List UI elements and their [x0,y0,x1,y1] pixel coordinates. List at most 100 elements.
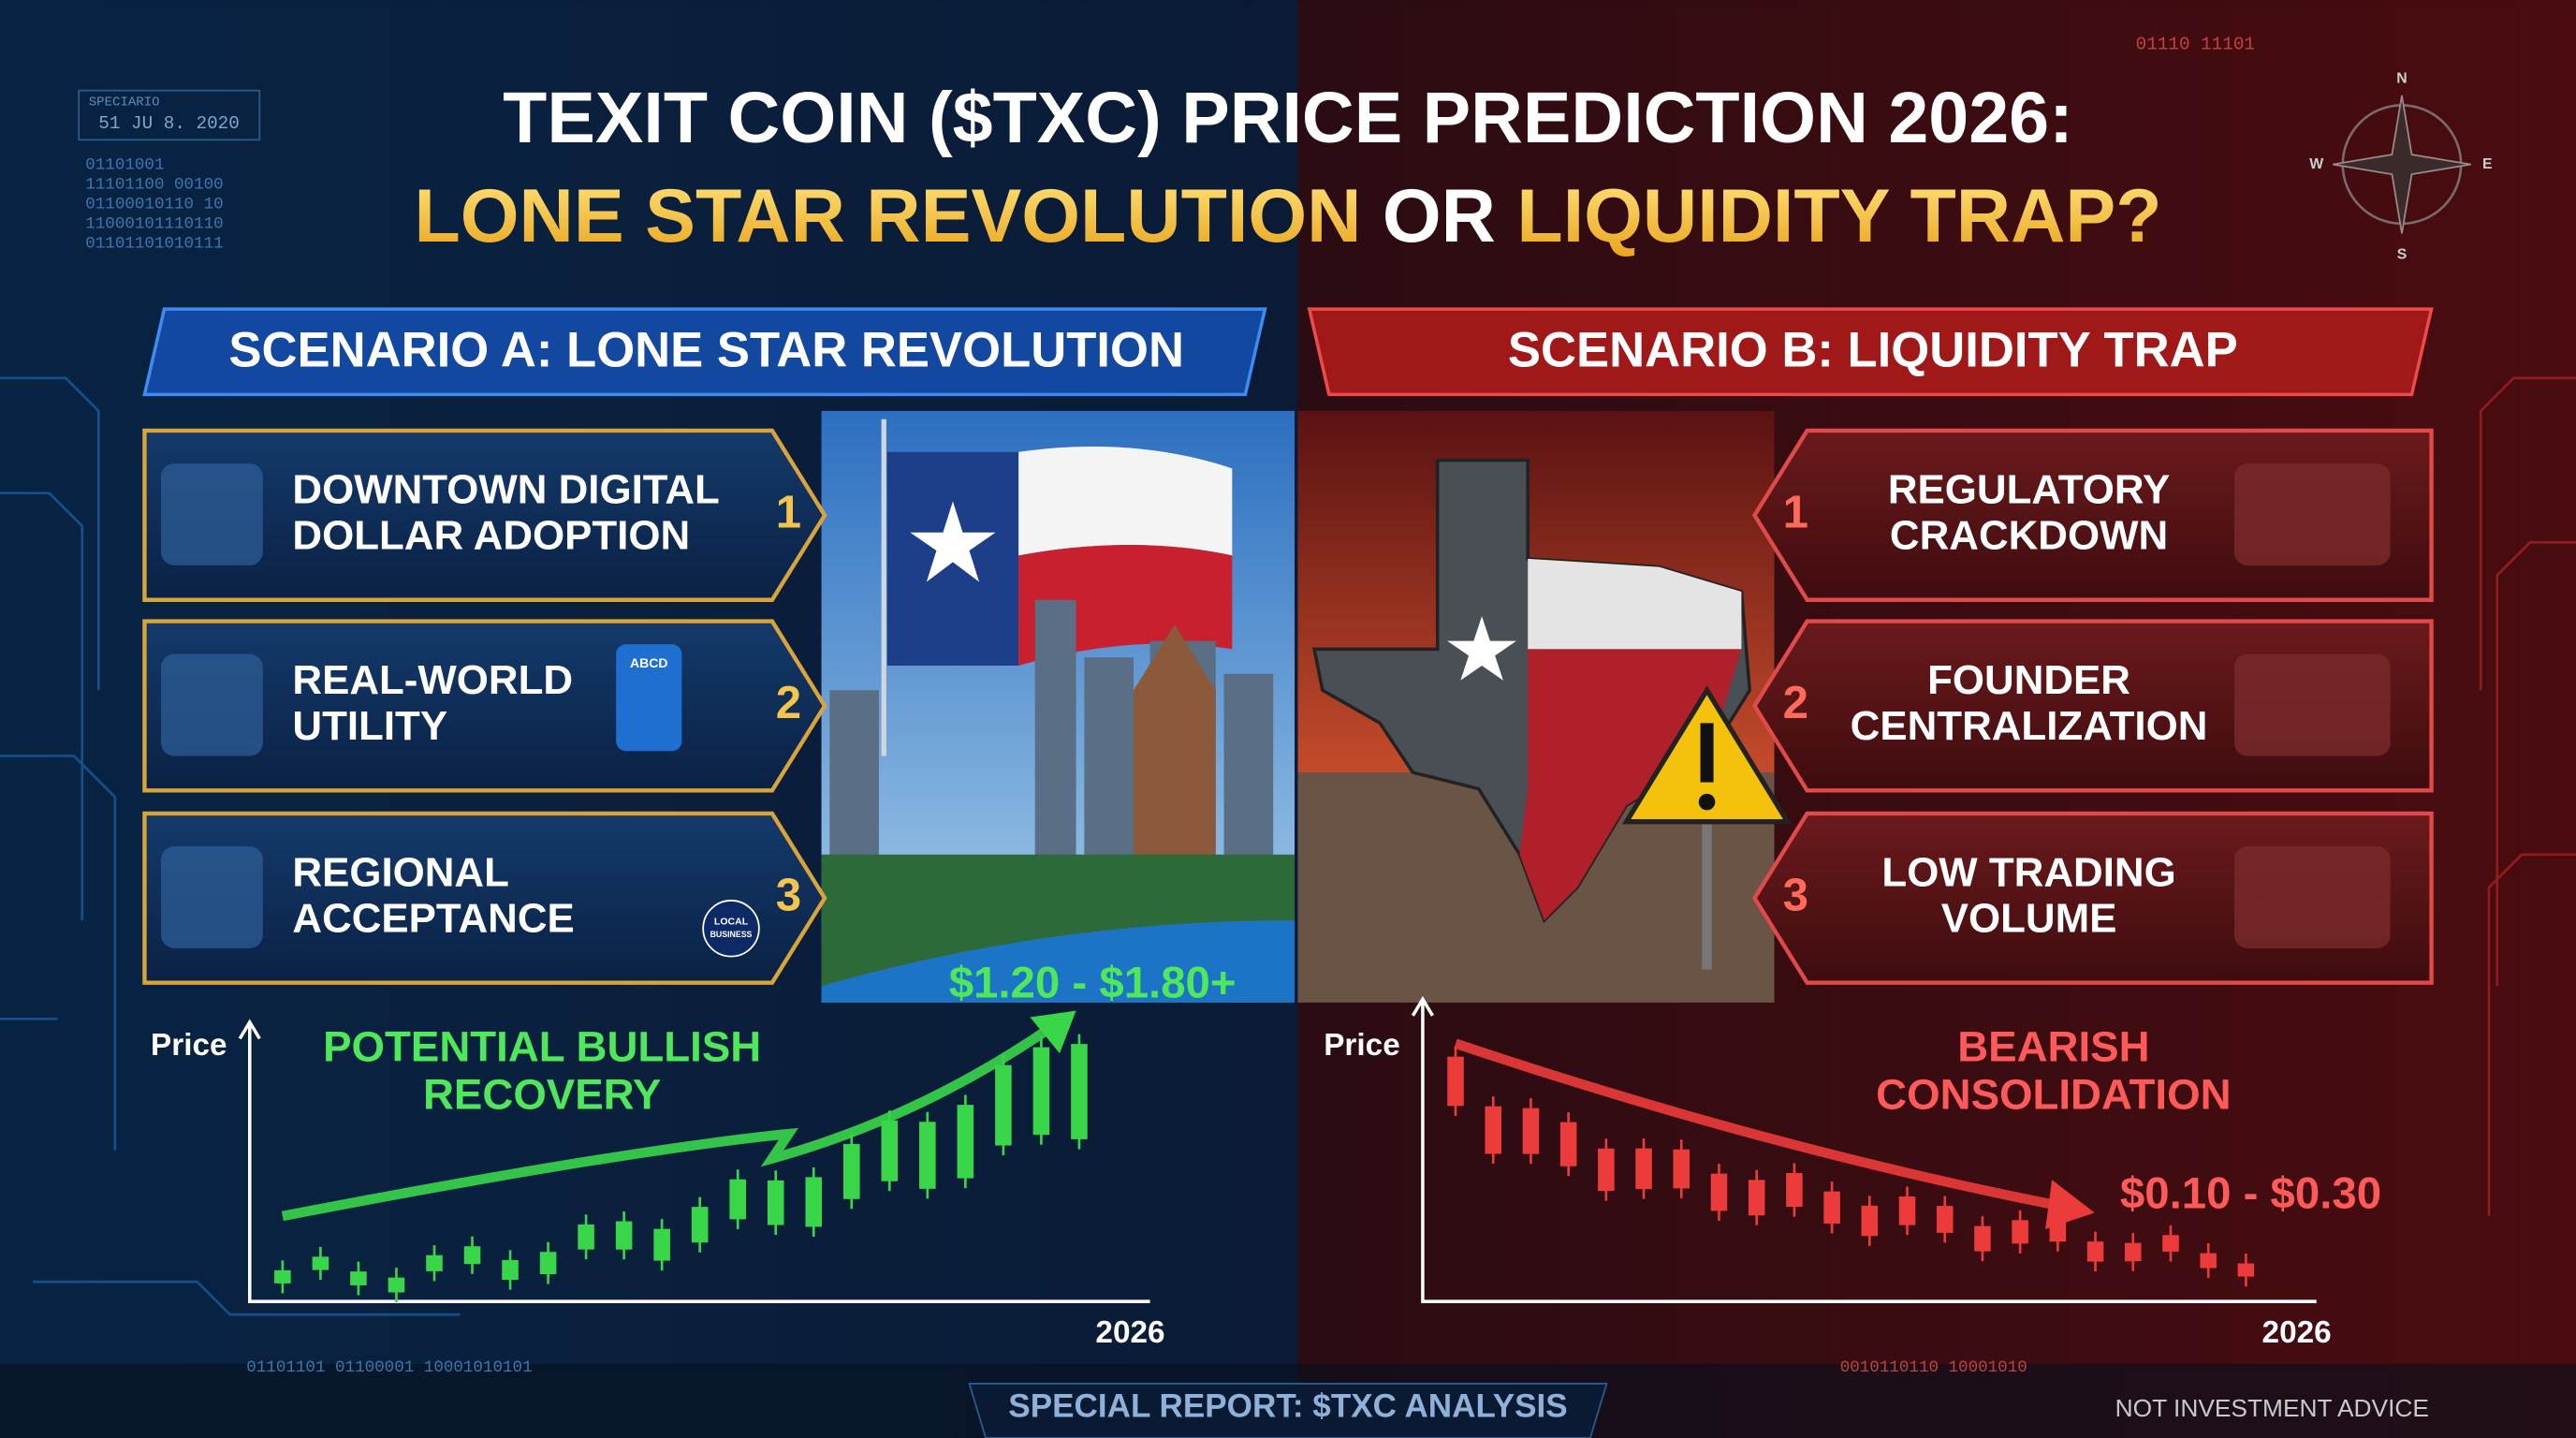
item-icon [161,846,263,948]
trend-arrow [1454,1038,2071,1213]
candle [2200,1253,2217,1269]
texas-map-scene [1297,410,1793,1003]
x-axis-label: 2026 [1095,1315,1164,1350]
item-text: REAL-WORLD [292,657,573,703]
annotation: RECOVERY [423,1071,661,1119]
candle [1710,1173,1728,1211]
item-icon [2233,463,2391,565]
candle [729,1179,746,1220]
candle [539,1252,557,1275]
item-number: 1 [776,487,801,537]
banner-b [1307,307,2434,397]
compass-n: N [2396,71,2407,87]
footer-code-left: 01101101 01100001 10001010101 [246,1358,532,1377]
item-text: REGULATORY [1888,466,2170,512]
candle [1485,1106,1502,1154]
candle [426,1255,443,1271]
banner-a-text: SCENARIO A: LONE STAR REVOLUTION [228,322,1184,377]
annotation: POTENTIAL BULLISH [323,1023,761,1071]
price-target: $1.20 - $1.80+ [949,959,1237,1008]
candle [350,1271,367,1285]
code-line: 01101001 [85,155,164,174]
axis-arrow [1411,995,1434,1017]
trend-arrow [281,1022,1055,1222]
item-text: ACCEPTANCE [292,895,574,941]
item-icon [2233,653,2391,756]
item-text: LOW TRADING [1881,849,2175,895]
candle [995,1064,1012,1146]
candle [843,1143,860,1199]
item-text: REGIONAL [292,849,508,895]
candle [274,1269,291,1284]
trend-arrow-head [2045,1180,2095,1229]
code-line: 11101100 00100 [85,175,223,194]
footer-code-right: 0010110110 10001010 [1840,1358,2027,1377]
item-text: DOWNTOWN DIGITAL [292,466,719,512]
candle [578,1224,594,1250]
title-part: OR [1383,174,1496,258]
compass-w: W [2309,156,2323,172]
candle [957,1105,974,1179]
phone-icon-text: ABCD [630,655,668,670]
corner-label: SPECIARIO [89,95,160,110]
candle [881,1120,899,1181]
item-number: 3 [1783,870,1808,920]
candle [312,1256,329,1270]
item-number: 2 [1783,678,1808,728]
candle [615,1221,633,1250]
item-text: DOLLAR ADOPTION [292,513,690,559]
item-text: CENTRALIZATION [1851,703,2208,749]
title-line-2: LONE STAR REVOLUTION OR LIQUIDITY TRAP? [414,174,2161,258]
texas-city-scene [821,410,1295,1003]
candle [919,1122,936,1189]
axis-arrow [238,1019,261,1040]
candle [2086,1241,2104,1262]
local-icon-text: BUSINESS [710,930,753,939]
corner-right-code: 01110 11101 [2136,35,2255,55]
title-part: LONE STAR REVOLUTION [414,174,1361,258]
item-number: 1 [1783,487,1808,537]
candle [1823,1191,1840,1224]
code-line: 01100010110 10 [85,195,223,213]
candle [2237,1263,2255,1277]
candle [1974,1225,1991,1252]
candle [1635,1148,1652,1190]
candle [2012,1220,2028,1244]
item-text: FOUNDER [1927,657,2130,703]
candle [502,1259,519,1281]
circuit-right [2479,376,2576,1216]
price-target: $0.10 - $0.30 [2120,1168,2381,1218]
candle [1522,1108,1540,1154]
item-text: CRACKDOWN [1890,513,2168,559]
candle [1898,1196,1916,1225]
candle [1748,1180,1765,1216]
item-icon [161,463,263,565]
candle [1861,1205,1879,1237]
candle [1559,1122,1577,1167]
footer-right: NOT INVESTMENT ADVICE [2115,1394,2429,1422]
circuit-left [0,376,461,1316]
compass: N E S W [2309,71,2492,263]
item-box [142,811,827,985]
axis [248,1021,1150,1303]
title-part: LIQUIDITY TRAP? [1516,174,2161,258]
banner-b-text: SCENARIO B: LIQUIDITY TRAP [1508,322,2238,377]
item-number: 2 [776,678,801,728]
candle [463,1246,481,1265]
x-axis-label: 2026 [2262,1315,2332,1350]
item-number: 3 [776,870,801,920]
item-box [142,428,827,602]
candle [1071,1044,1088,1139]
annotation: CONSOLIDATION [1876,1071,2231,1119]
candle [767,1180,784,1225]
footer-center: SPECIAL REPORT: $TXC ANALYSIS [1008,1388,1567,1425]
candle [1447,1056,1464,1107]
banner-a [142,307,1267,397]
corner-box [78,89,261,141]
